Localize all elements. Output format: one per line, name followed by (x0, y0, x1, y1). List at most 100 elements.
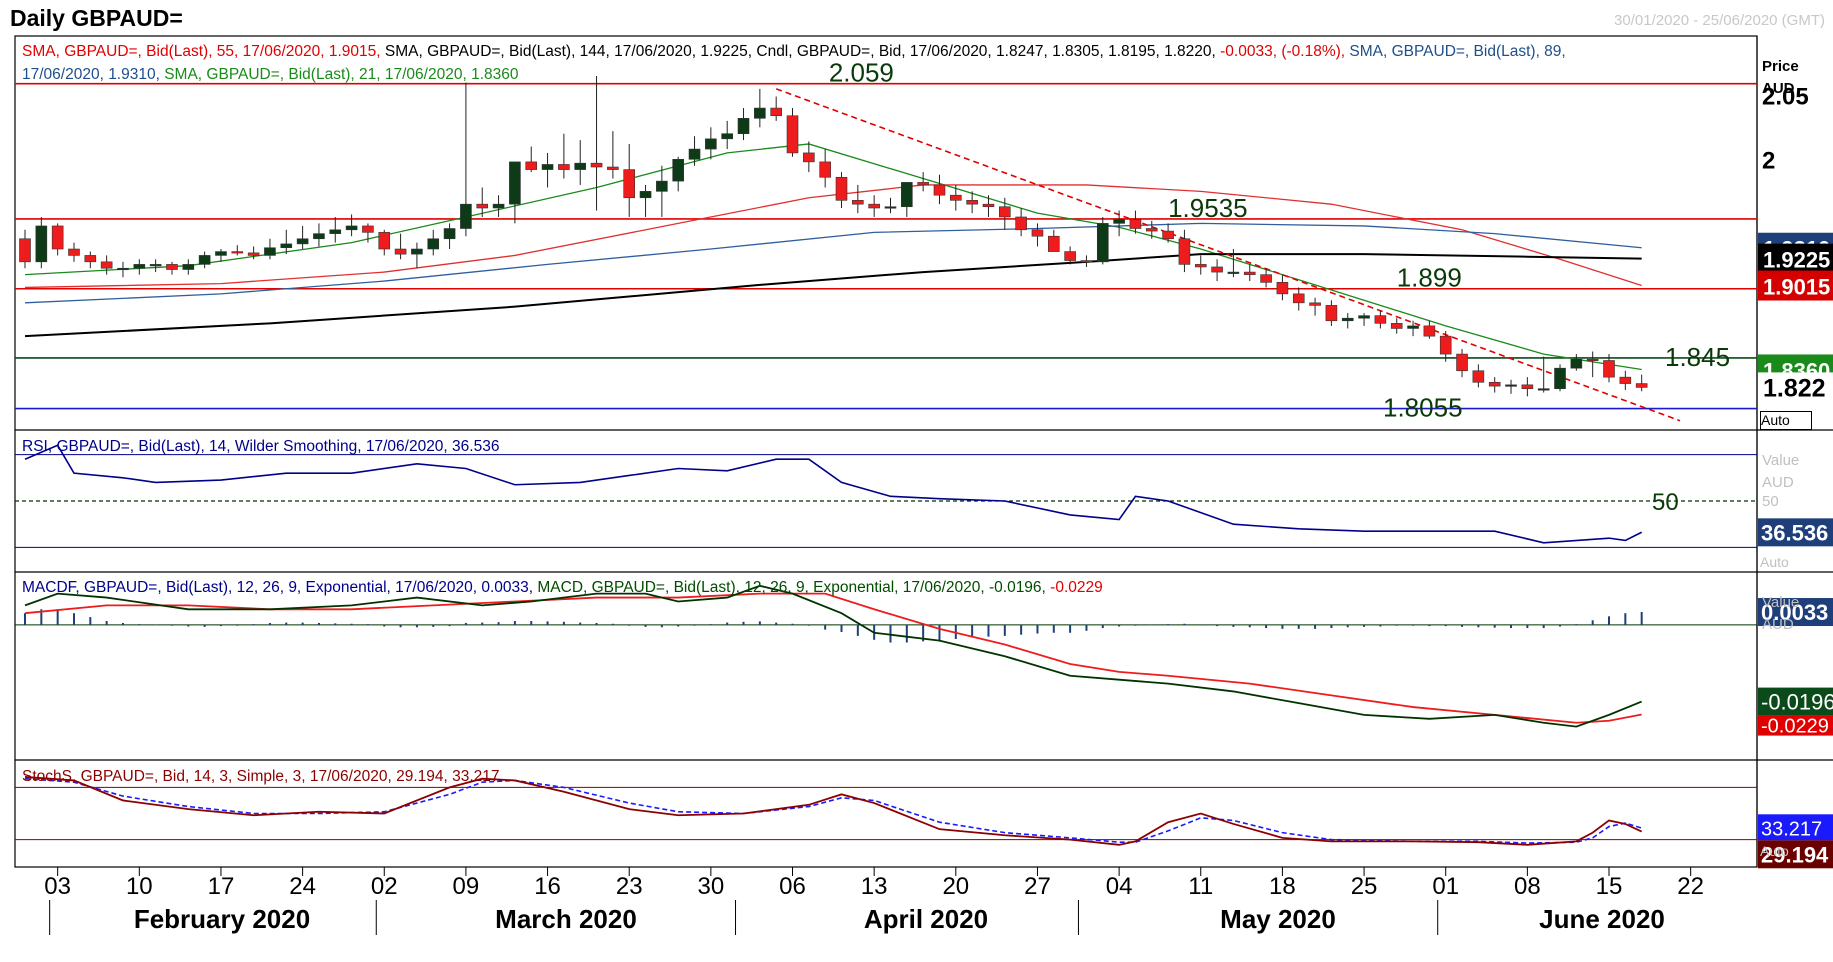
candle-body (460, 203, 472, 229)
candle (460, 82, 472, 237)
x-tick-label: 13 (861, 873, 888, 900)
candle-body (1570, 358, 1583, 369)
x-tick-label: 03 (44, 873, 71, 900)
legend-part: -0.0229 (1050, 579, 1103, 596)
signal-value-bg (1758, 715, 1833, 736)
level-annotation: 1.845 (1665, 342, 1730, 372)
candle-body (819, 161, 831, 178)
x-tick-label: 15 (1596, 873, 1623, 900)
stoch-k-line (24, 776, 1643, 846)
candle (950, 184, 962, 211)
candle-body (296, 238, 309, 245)
macdf-value-box: 0.0033 (1761, 600, 1828, 625)
candle-body (1031, 229, 1044, 237)
candle-body (1456, 353, 1468, 372)
legend-part: RSI, GBPAUD=, Bid(Last), 14, Wilder Smoo… (22, 438, 500, 455)
rsi-legend: RSI, GBPAUD=, Bid(Last), 14, Wilder Smoo… (22, 435, 499, 458)
candle (1096, 216, 1109, 265)
candle (1505, 379, 1517, 394)
candle (378, 229, 391, 256)
sma144-value-box: 1.9225 (1763, 248, 1830, 273)
candle (1113, 210, 1125, 237)
candle-body (541, 164, 554, 170)
stoch-k-value-bg (1758, 840, 1833, 869)
candle-body (117, 267, 129, 271)
price-auto-scale-button[interactable]: Auto (1760, 411, 1812, 430)
candle (1227, 249, 1240, 278)
candle (1064, 246, 1076, 265)
candle-body (509, 161, 521, 205)
macd-value-bg (1758, 687, 1833, 716)
candle-body (264, 247, 276, 256)
price-tick: 2 (1762, 147, 1775, 174)
candle (1341, 313, 1354, 329)
candle (1570, 354, 1583, 371)
candle-body (19, 238, 31, 263)
candle (737, 108, 750, 141)
candle (688, 136, 701, 166)
candle (35, 216, 48, 269)
candle-body (803, 152, 815, 163)
macd-value-ccy: AUD (1762, 616, 1794, 633)
candle (1407, 320, 1419, 337)
x-tick-label: 22 (1677, 873, 1704, 900)
candle (1129, 210, 1142, 234)
x-tick-label: 23 (616, 873, 643, 900)
legend-part: MACD, GBPAUD=, Bid(Last), 12, 26, 9, Exp… (537, 579, 1051, 596)
candle (819, 149, 831, 188)
candle (68, 242, 80, 262)
macdf-value-bg (1758, 598, 1833, 627)
candle-body (998, 206, 1011, 218)
rsi-value-ccy: AUD (1762, 474, 1794, 491)
candle-body (1080, 260, 1093, 263)
sma-line (24, 222, 1642, 304)
candle-body (1064, 251, 1076, 261)
price-legend-line2: 17/06/2020, 1.9310, SMA, GBPAUD=, Bid(La… (22, 63, 518, 86)
candle (525, 146, 538, 173)
candle (884, 197, 897, 214)
candle (803, 141, 815, 173)
x-tick-label: 18 (1269, 873, 1296, 900)
macd-signal-line (24, 592, 1642, 724)
level-annotation: 1.899 (1397, 263, 1462, 293)
candle (84, 251, 97, 269)
candle-body (1505, 384, 1517, 387)
level-annotation: 1.8055 (1383, 393, 1463, 423)
candle (1145, 220, 1158, 239)
rsi-auto-scale-button[interactable]: Auto (1760, 554, 1789, 570)
candle (280, 229, 293, 255)
x-tick-label: 30 (698, 873, 725, 900)
candle (1603, 354, 1615, 383)
candle-body (313, 233, 325, 240)
candle (411, 242, 423, 269)
candle-body (362, 225, 374, 233)
x-tick-label: 08 (1514, 873, 1541, 900)
x-tick-label: 25 (1351, 873, 1378, 900)
candle (721, 120, 733, 150)
candle-body (443, 228, 456, 240)
rsi-50-label: 50 (1652, 489, 1679, 516)
candle (590, 76, 603, 211)
candle-body (639, 191, 652, 199)
candle (198, 251, 211, 269)
candle (1211, 259, 1223, 282)
candle-body (917, 182, 929, 186)
stoch-auto-scale-button[interactable]: Auto (1760, 843, 1789, 859)
sma55-value-box: 1.9015 (1763, 275, 1830, 300)
candle (1439, 331, 1452, 362)
candle-body (1309, 302, 1321, 306)
stoch-k-value-box: 29.194 (1761, 842, 1829, 867)
close-value-box-bg (1758, 372, 1833, 403)
month-label: February 2020 (134, 904, 310, 934)
x-tick-label: 17 (208, 873, 235, 900)
candle (1162, 223, 1174, 243)
rsi-value-label: Value (1762, 452, 1800, 469)
candle-body (574, 162, 587, 170)
candle (639, 184, 652, 217)
sma-line (24, 143, 1642, 371)
candle (868, 195, 880, 217)
signal-value-box: -0.0229 (1761, 716, 1829, 738)
stoch-d-line (24, 777, 1642, 844)
level-annotation: 1.9535 (1168, 193, 1248, 223)
candle-body (1374, 315, 1387, 324)
